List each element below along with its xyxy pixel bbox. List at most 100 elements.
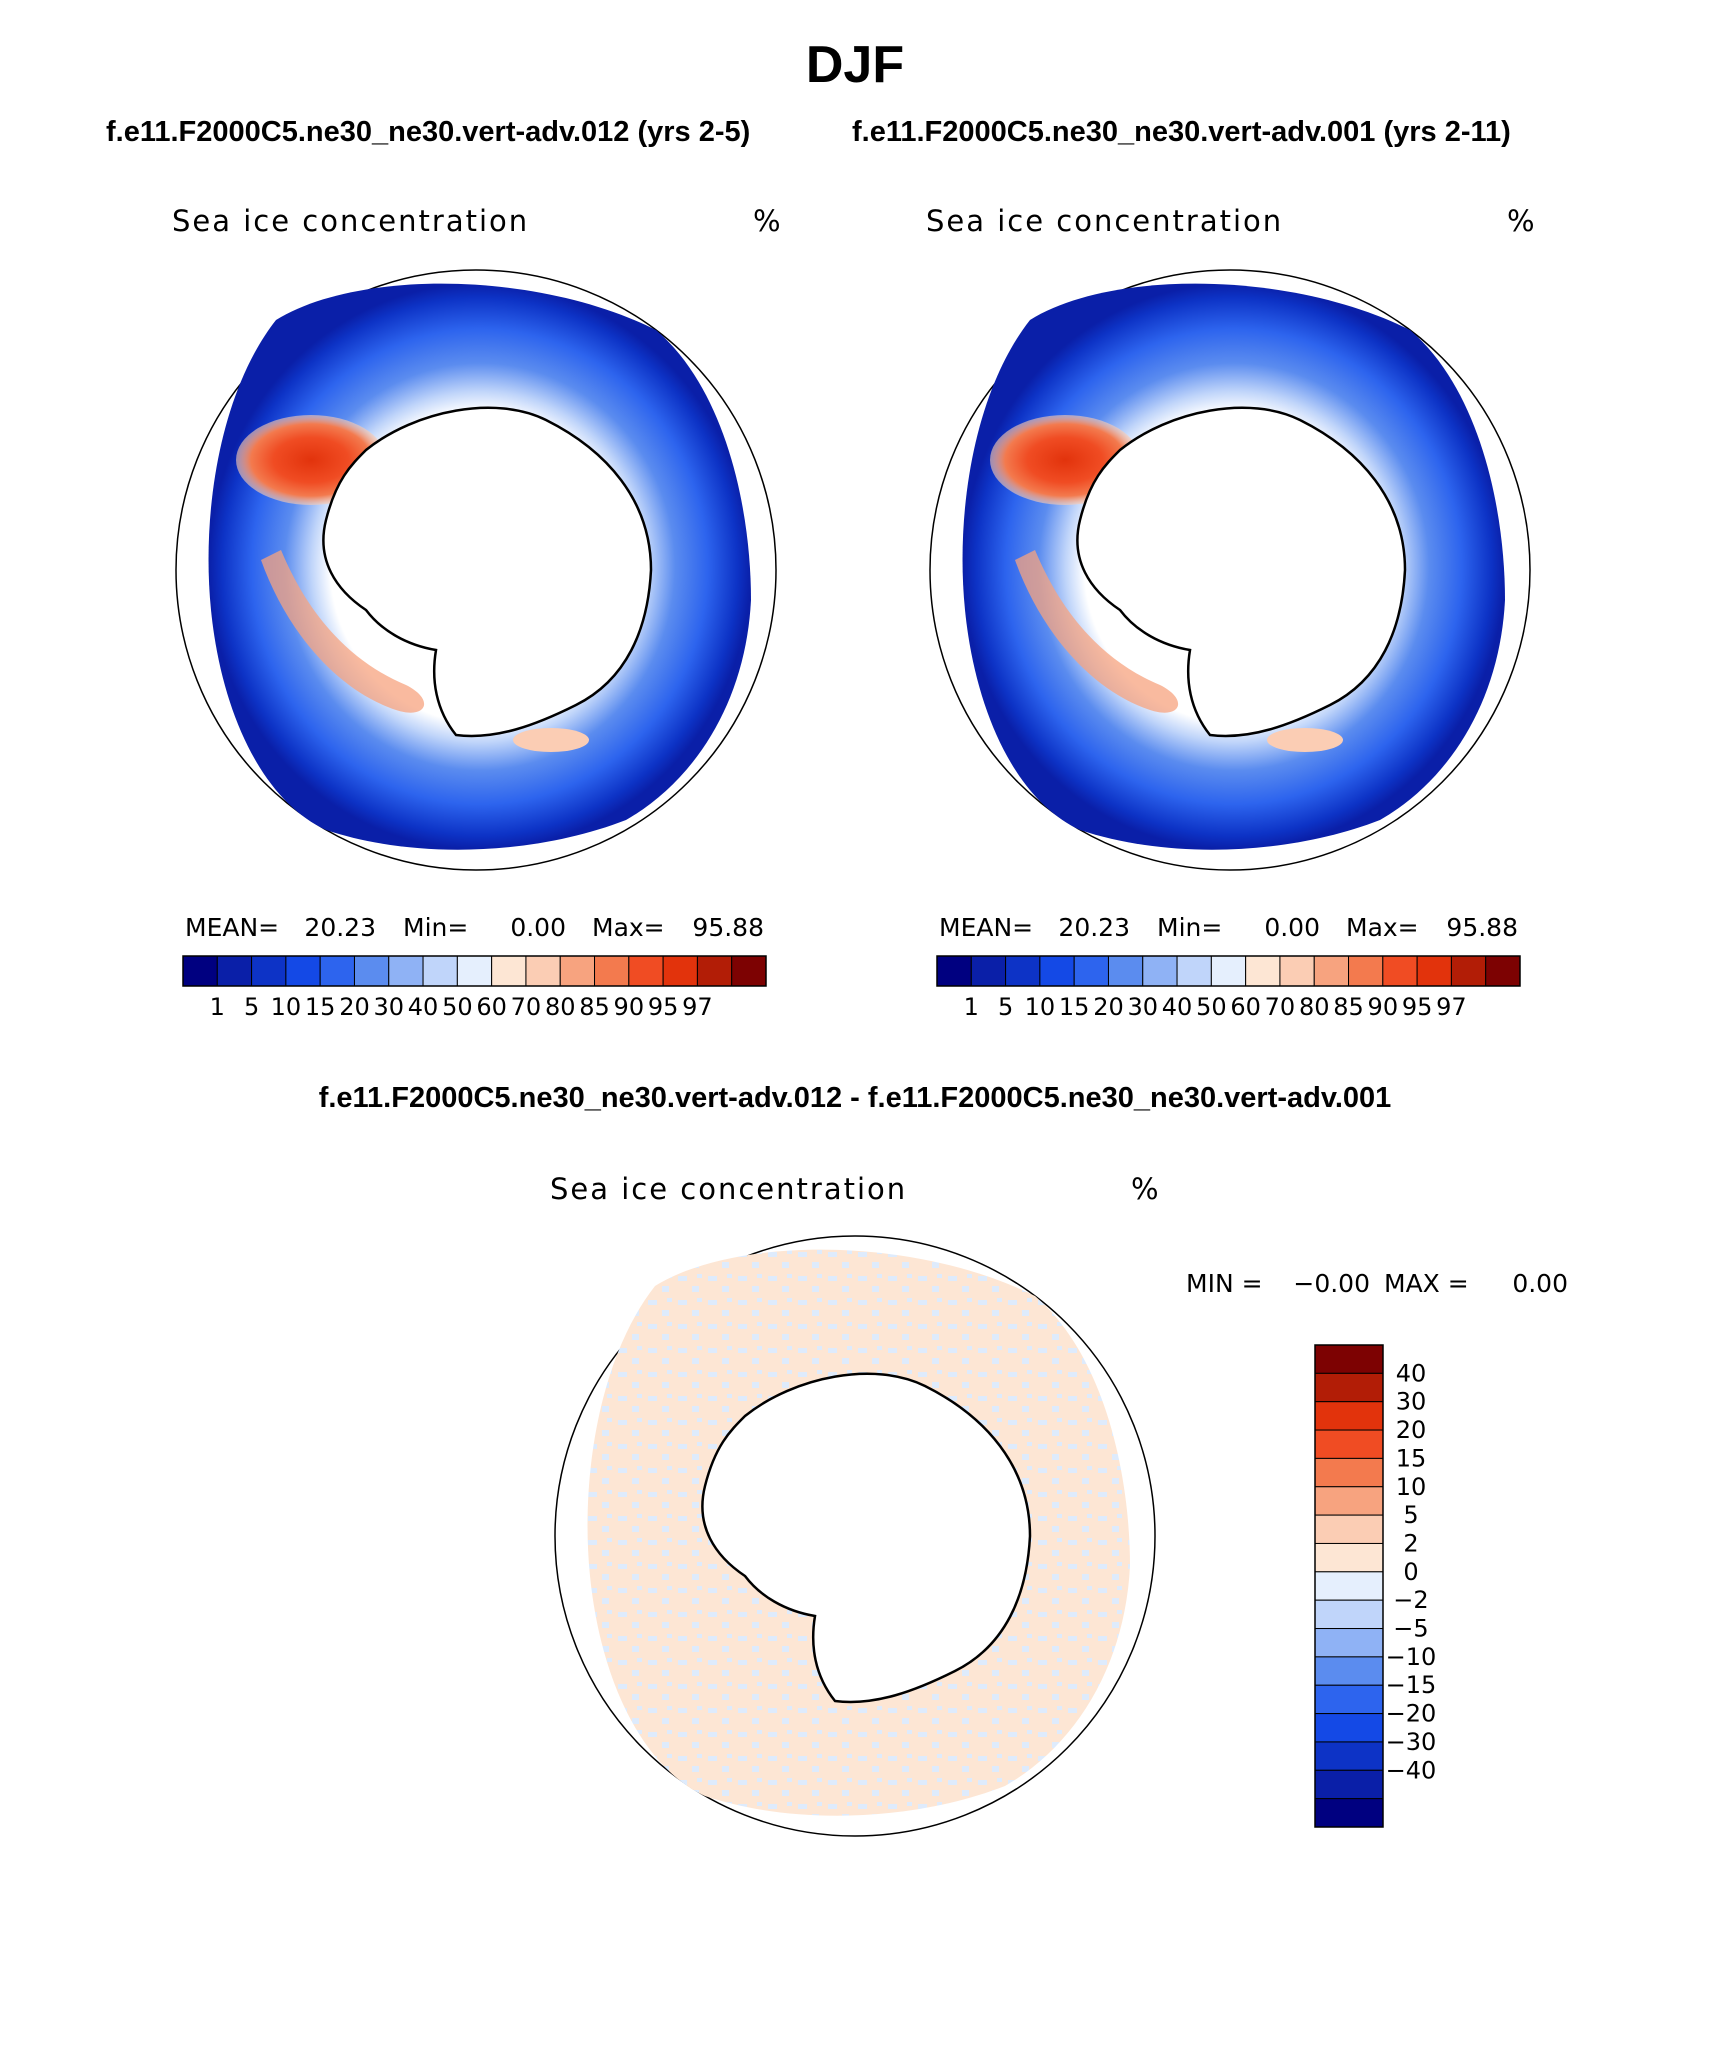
- colorbar-swatch: [936, 955, 972, 987]
- colorbar-tick-label: 1: [964, 993, 979, 1021]
- colorbar-swatch: [662, 955, 698, 987]
- colorbar-swatch: [1210, 955, 1247, 987]
- colorbar-tick-label: 10: [1396, 1473, 1427, 1501]
- colorbar-swatch: [1313, 955, 1350, 987]
- panel-1-map: [175, 269, 777, 871]
- panel-1-colorbar: 1 5 10 15 20 30 40 50 60 70 80 85 90 95 97: [182, 955, 767, 1021]
- colorbar-tick-label: 50: [1196, 993, 1227, 1021]
- colorbar-tick-label: 0: [1403, 1558, 1418, 1586]
- colorbar-swatch: [1450, 955, 1487, 987]
- colorbar-swatch: [1245, 955, 1281, 987]
- colorbar-tick-label: 95: [648, 993, 679, 1021]
- difference-title: f.e11.F2000C5.ne30_ne30.vert-adv.012 - f…: [319, 1082, 1392, 1114]
- panel-2-colorbar: 1 5 10 15 20 30 40 50 60 70 80 85 90 95 97: [936, 955, 1521, 1021]
- colorbar-swatch: [353, 955, 390, 987]
- colorbar-swatch: [696, 955, 733, 987]
- difference-units: %: [1131, 1172, 1159, 1206]
- colorbar-swatch: [1314, 1542, 1384, 1573]
- colorbar-tick-label: 40: [1162, 993, 1193, 1021]
- colorbar-tick-label: 85: [1333, 993, 1364, 1021]
- colorbar-tick-label: 70: [511, 993, 542, 1021]
- colorbar-swatch: [628, 955, 664, 987]
- amery-sea-ice: [1267, 728, 1343, 752]
- panel-1-variable: Sea ice concentration: [172, 204, 529, 238]
- colorbar-swatch: [1314, 1344, 1384, 1374]
- colorbar-tick-label: −20: [1386, 1700, 1437, 1728]
- colorbar-swatch: [1314, 1429, 1384, 1459]
- colorbar-tick-label: 60: [1230, 993, 1261, 1021]
- colorbar-swatch: [1314, 1741, 1384, 1771]
- colorbar-tick-label: 30: [373, 993, 404, 1021]
- colorbar-tick-label: 97: [682, 993, 713, 1021]
- colorbar-swatch: [1314, 1514, 1384, 1544]
- colorbar-swatch: [1314, 1684, 1384, 1715]
- colorbar-tick-label: 15: [1059, 993, 1090, 1021]
- colorbar-tick-label: 80: [1299, 993, 1330, 1021]
- colorbar-swatch: [456, 955, 493, 987]
- colorbar-swatch: [422, 955, 458, 987]
- colorbar-tick-label: −5: [1393, 1615, 1428, 1643]
- colorbar-swatch: [285, 955, 321, 987]
- colorbar-tick-label: 95: [1402, 993, 1433, 1021]
- colorbar-swatch: [1382, 955, 1418, 987]
- colorbar-swatch: [594, 955, 630, 987]
- panel-1-max-value: 95.88: [692, 913, 764, 942]
- panel-1-case-label: f.e11.F2000C5.ne30_ne30.vert-adv.012 (yr…: [106, 116, 750, 148]
- colorbar-tick-label: 20: [1093, 993, 1124, 1021]
- colorbar-tick-label: 90: [1368, 993, 1399, 1021]
- panel-2-units: %: [1507, 204, 1535, 238]
- difference-min-value: −0.00: [1293, 1269, 1370, 1298]
- colorbar-tick-label: −30: [1386, 1728, 1437, 1756]
- colorbar-tick-label: 40: [1396, 1359, 1427, 1387]
- panel-1-max-label: Max=: [592, 913, 665, 942]
- colorbar-tick-label: 30: [1127, 993, 1158, 1021]
- colorbar-swatch: [525, 955, 561, 987]
- colorbar-swatch: [1314, 1401, 1384, 1431]
- colorbar-swatch: [1314, 1656, 1384, 1686]
- colorbar-tick-label: −15: [1386, 1671, 1437, 1699]
- colorbar-tick-label: 80: [545, 993, 576, 1021]
- panel-2-variable: Sea ice concentration: [926, 204, 1283, 238]
- amery-sea-ice: [513, 728, 589, 752]
- colorbar-tick-label: 90: [614, 993, 645, 1021]
- colorbar-swatch: [1314, 1769, 1384, 1800]
- colorbar-swatch: [1314, 1599, 1384, 1630]
- colorbar-tick-label: 50: [442, 993, 473, 1021]
- panel-1-mean-label: MEAN=: [185, 913, 279, 942]
- colorbar-swatch: [1176, 955, 1212, 987]
- colorbar-swatch: [182, 955, 218, 987]
- panel-2-case-label: f.e11.F2000C5.ne30_ne30.vert-adv.001 (yr…: [852, 116, 1511, 148]
- panel-1-units: %: [753, 204, 781, 238]
- difference-max-label: MAX =: [1384, 1269, 1469, 1298]
- colorbar-tick-label: 10: [271, 993, 302, 1021]
- colorbar-swatch: [1314, 1486, 1384, 1516]
- colorbar-swatch: [1279, 955, 1315, 987]
- colorbar-swatch: [1107, 955, 1144, 987]
- colorbar-outline: [182, 955, 767, 987]
- panel-2-max-label: Max=: [1346, 913, 1419, 942]
- colorbar-swatch: [1348, 955, 1384, 987]
- colorbar-tick-label: 10: [1025, 993, 1056, 1021]
- colorbar-swatch: [216, 955, 253, 987]
- season-title: DJF: [806, 36, 904, 94]
- panel-2-max-value: 95.88: [1446, 913, 1518, 942]
- colorbar-swatch: [1073, 955, 1109, 987]
- panel-2-min-label: Min=: [1157, 913, 1222, 942]
- colorbar-swatch: [731, 955, 767, 987]
- difference-panel: f.e11.F2000C5.ne30_ne30.vert-adv.012 - f…: [319, 1082, 1568, 1837]
- colorbar-tick-label: 97: [1436, 993, 1467, 1021]
- colorbar-tick-label: 1: [210, 993, 225, 1021]
- colorbar-swatch: [970, 955, 1007, 987]
- colorbar-tick-label: 85: [579, 993, 610, 1021]
- difference-min-label: MIN =: [1186, 1269, 1263, 1298]
- colorbar-swatch: [1005, 955, 1041, 987]
- colorbar-tick-label: −2: [1393, 1586, 1428, 1614]
- colorbar-swatch: [1485, 955, 1521, 987]
- colorbar-tick-label: 40: [408, 993, 439, 1021]
- colorbar-swatch: [1142, 955, 1178, 987]
- colorbar-swatch: [319, 955, 355, 987]
- panel-1-mean-value: 20.23: [304, 913, 376, 942]
- colorbar-swatch: [1314, 1571, 1384, 1601]
- panel-2-min-value: 0.00: [1264, 913, 1320, 942]
